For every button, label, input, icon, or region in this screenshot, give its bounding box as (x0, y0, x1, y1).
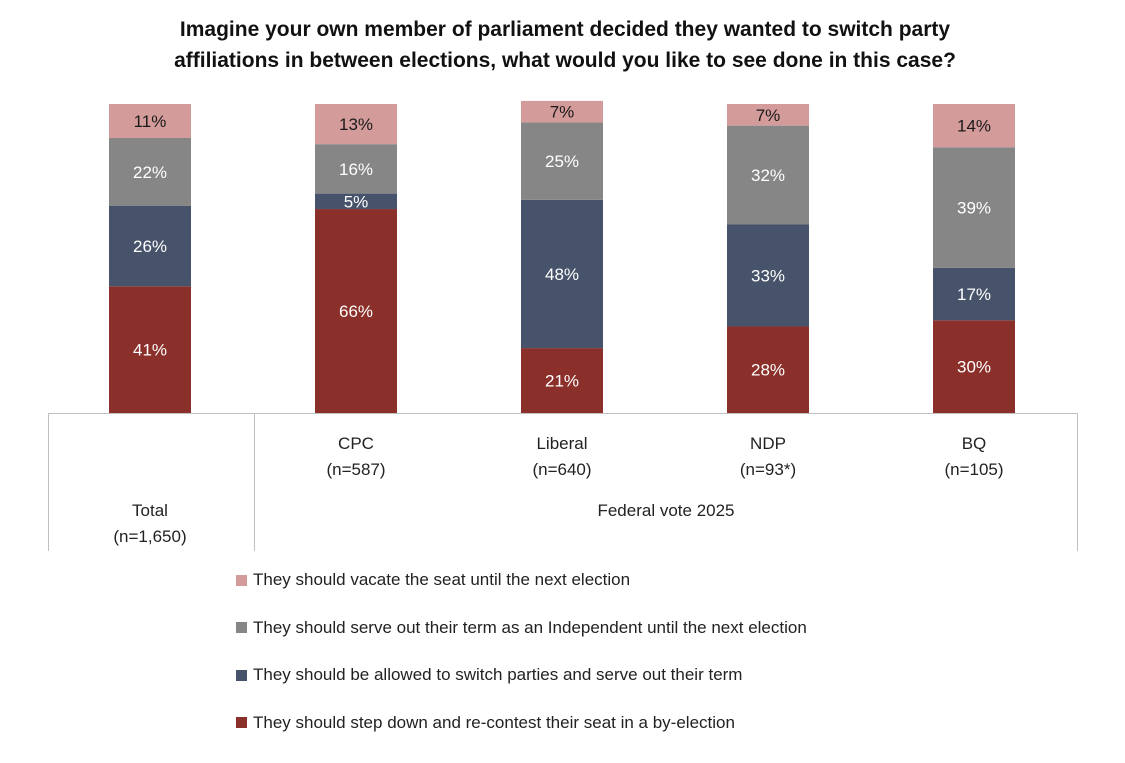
bar-segment-cpc-s2 (315, 144, 397, 194)
chart-title-line-1: Imagine your own member of parliament de… (179, 18, 951, 41)
category-sample-size: (n=640) (532, 460, 591, 479)
legend-item: They should step down and re-contest the… (236, 711, 807, 735)
bar-segment-cpc-s1 (315, 193, 397, 210)
legend-label: They should vacate the seat until the ne… (253, 570, 631, 589)
chart-title-line-2: affiliations in between elections, what … (174, 49, 956, 72)
legend-item: They should serve out their term as an I… (236, 616, 807, 640)
bar-segment-bq-s3 (933, 104, 1015, 148)
bar-segment-bq-s0 (933, 320, 1015, 413)
legend-item: They should vacate the seat until the ne… (236, 568, 807, 592)
category-sample-size: (n=93*) (740, 460, 796, 479)
data-label: 7% (756, 106, 781, 125)
data-label: 21% (545, 372, 579, 391)
category-sample-size: (n=1,650) (113, 527, 186, 546)
bar-segment-bq-s2 (933, 147, 1015, 268)
data-label: 13% (339, 115, 373, 134)
category-sample-size: (n=105) (944, 460, 1003, 479)
data-label: 66% (339, 302, 373, 321)
category-label: Liberal (536, 434, 587, 453)
group-label: Federal vote 2025 (597, 501, 734, 520)
bar-segment-liberal-s2 (521, 122, 603, 200)
data-label: 26% (133, 237, 167, 256)
legend-swatch (236, 669, 247, 681)
bar-segment-bq-s1 (933, 267, 1015, 321)
category-label: CPC (338, 434, 374, 453)
chart-title: Imagine your own member of parliament de… (60, 14, 1070, 76)
data-label: 5% (344, 192, 369, 211)
bar-segment-total-s0 (109, 286, 191, 413)
category-label: BQ (962, 434, 987, 453)
data-label: 25% (545, 152, 579, 171)
legend-swatch (236, 574, 247, 586)
data-label: 7% (550, 103, 575, 122)
bar-segment-total-s2 (109, 137, 191, 206)
bar-segment-ndp-s0 (727, 326, 809, 413)
data-label: 22% (133, 163, 167, 182)
category-label: NDP (750, 434, 786, 453)
legend-swatch (236, 622, 247, 633)
category-label: Total (132, 501, 168, 520)
data-label: 33% (751, 266, 785, 285)
bar-segment-ndp-s3 (727, 104, 809, 126)
bar-segment-liberal-s3 (521, 100, 603, 123)
bar-segment-cpc-s3 (315, 104, 397, 145)
legend-item: They should be allowed to switch parties… (236, 663, 807, 687)
data-label: 41% (133, 341, 167, 360)
bar-segment-liberal-s0 (521, 348, 603, 413)
bar-segment-liberal-s1 (521, 199, 603, 349)
legend-swatch (236, 717, 247, 728)
data-label: 11% (134, 112, 167, 131)
legend-label: They should step down and re-contest the… (253, 712, 735, 732)
legend: They should vacate the seat until the ne… (236, 568, 807, 758)
data-label: 32% (751, 166, 785, 185)
category-sample-size: (n=587) (326, 460, 385, 479)
data-label: 28% (751, 361, 785, 380)
bar-segment-total-s3 (109, 104, 191, 138)
data-label: 17% (957, 285, 991, 304)
legend-label: They should serve out their term as an I… (253, 617, 807, 637)
data-label: 39% (957, 199, 991, 218)
data-label: 14% (957, 117, 991, 136)
bar-segment-cpc-s0 (315, 209, 397, 413)
bar-segment-total-s1 (109, 205, 191, 287)
legend-label: They should be allowed to switch parties… (253, 665, 743, 684)
data-label: 48% (545, 265, 579, 284)
data-label: 16% (339, 160, 373, 179)
data-label: 30% (957, 358, 991, 377)
bar-segment-ndp-s1 (727, 224, 809, 327)
bar-segment-ndp-s2 (727, 125, 809, 225)
